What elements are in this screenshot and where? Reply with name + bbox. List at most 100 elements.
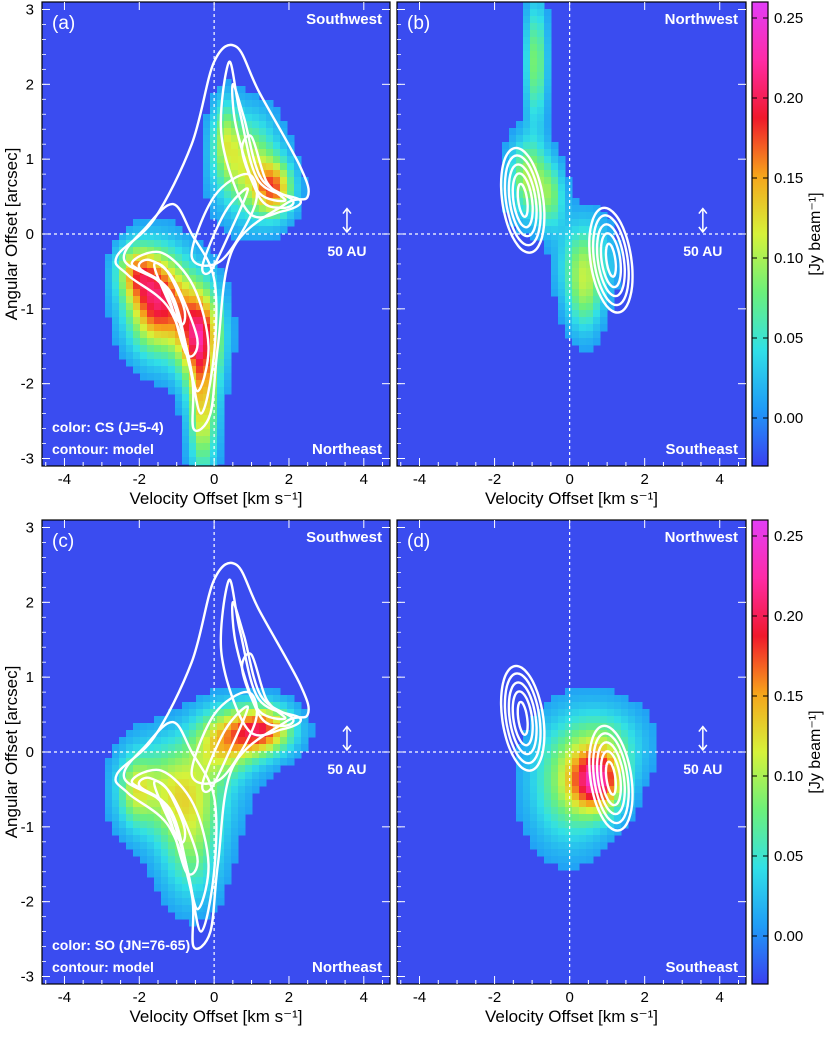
heat-cell	[614, 758, 622, 766]
heat-cell	[133, 786, 141, 794]
heat-cell	[558, 247, 566, 255]
heat-cell	[551, 142, 559, 150]
heat-cell	[635, 751, 643, 759]
heat-cell	[112, 758, 120, 766]
heat-cell	[523, 786, 531, 794]
heat-cell	[544, 219, 552, 227]
heat-cell	[140, 758, 148, 766]
model-contour	[604, 760, 618, 796]
y-axis-label: Angular Offset [arcsec]	[2, 148, 21, 321]
heat-cell	[273, 744, 281, 752]
heat-cell	[231, 128, 239, 136]
heat-cell	[593, 835, 601, 843]
heat-cell	[203, 142, 211, 150]
heat-cell	[586, 205, 594, 213]
heat-cell	[572, 303, 580, 311]
heat-cell	[544, 177, 552, 185]
heat-cell	[224, 352, 232, 360]
heat-cell	[182, 709, 190, 717]
heat-cell	[635, 702, 643, 710]
legend-line: contour: model	[52, 959, 154, 975]
y-tick-label: 1	[26, 151, 34, 168]
heat-cell	[210, 142, 218, 150]
heat-cell	[182, 912, 190, 920]
heat-cell	[175, 338, 183, 346]
heat-cell	[112, 275, 120, 283]
heat-cell	[273, 107, 281, 115]
x-tick-label: 0	[210, 989, 218, 1006]
heat-cell	[558, 737, 566, 745]
heat-cell	[133, 240, 141, 248]
heat-cell	[523, 758, 531, 766]
heat-cell	[161, 303, 169, 311]
heat-cell	[252, 233, 260, 241]
heat-cell	[147, 751, 155, 759]
heat-cell	[196, 317, 204, 325]
heat-cell	[558, 163, 566, 171]
heat-cell	[259, 233, 267, 241]
heat-cell	[523, 114, 531, 122]
heat-cell	[551, 793, 559, 801]
heat-cell	[586, 212, 594, 220]
model-contour	[507, 163, 538, 238]
heat-cell	[551, 744, 559, 752]
y-tick-label: -2	[21, 376, 34, 393]
heat-cell	[572, 849, 580, 857]
heat-cell	[182, 415, 190, 423]
heat-cell	[175, 240, 183, 248]
heat-cell	[558, 744, 566, 752]
heat-cell	[119, 324, 127, 332]
heat-cell	[252, 128, 260, 136]
heat-cell	[621, 800, 629, 808]
heat-cell	[196, 380, 204, 388]
legend-line: contour: model	[52, 441, 154, 457]
heat-cell	[572, 758, 580, 766]
heat-cell	[259, 212, 267, 220]
heat-cell	[266, 156, 274, 164]
heat-cell	[161, 352, 169, 360]
heat-cell	[273, 170, 281, 178]
heat-cell	[530, 730, 538, 738]
heat-cell	[196, 415, 204, 423]
heat-cell	[217, 429, 225, 437]
heat-cell	[154, 233, 162, 241]
heat-cell	[593, 303, 601, 311]
heat-cell	[217, 415, 225, 423]
heat-cell	[273, 233, 281, 241]
heat-cell	[196, 240, 204, 248]
heat-cell	[642, 709, 650, 717]
heat-cell	[259, 730, 267, 738]
heat-cell	[579, 247, 587, 255]
heat-cell	[558, 842, 566, 850]
model-contour	[152, 261, 187, 326]
heat-cell	[217, 688, 225, 696]
heat-cell	[161, 898, 169, 906]
heat-cell	[523, 744, 531, 752]
heat-cell	[196, 464, 204, 466]
heat-cell	[565, 198, 573, 206]
heat-cell	[154, 849, 162, 857]
heat-cell	[266, 226, 274, 234]
heat-cell	[586, 814, 594, 822]
heat-cell	[175, 765, 183, 773]
heat-cell	[280, 149, 288, 157]
heat-cell	[245, 191, 253, 199]
heat-cell	[112, 317, 120, 325]
heat-cell	[544, 709, 552, 717]
heat-cell	[182, 457, 190, 465]
heat-cell	[516, 800, 524, 808]
heat-cell	[217, 296, 225, 304]
heat-cell	[266, 121, 274, 129]
heat-cell	[523, 821, 531, 829]
heat-cell	[551, 191, 559, 199]
heat-cell	[140, 835, 148, 843]
heat-cell	[210, 436, 218, 444]
heat-cell	[217, 149, 225, 157]
heat-cell	[607, 730, 615, 738]
heat-cell	[551, 289, 559, 297]
heat-cell	[189, 730, 197, 738]
heat-cell	[161, 226, 169, 234]
heat-cell	[579, 814, 587, 822]
heat-cell	[217, 863, 225, 871]
heat-cell	[133, 758, 141, 766]
